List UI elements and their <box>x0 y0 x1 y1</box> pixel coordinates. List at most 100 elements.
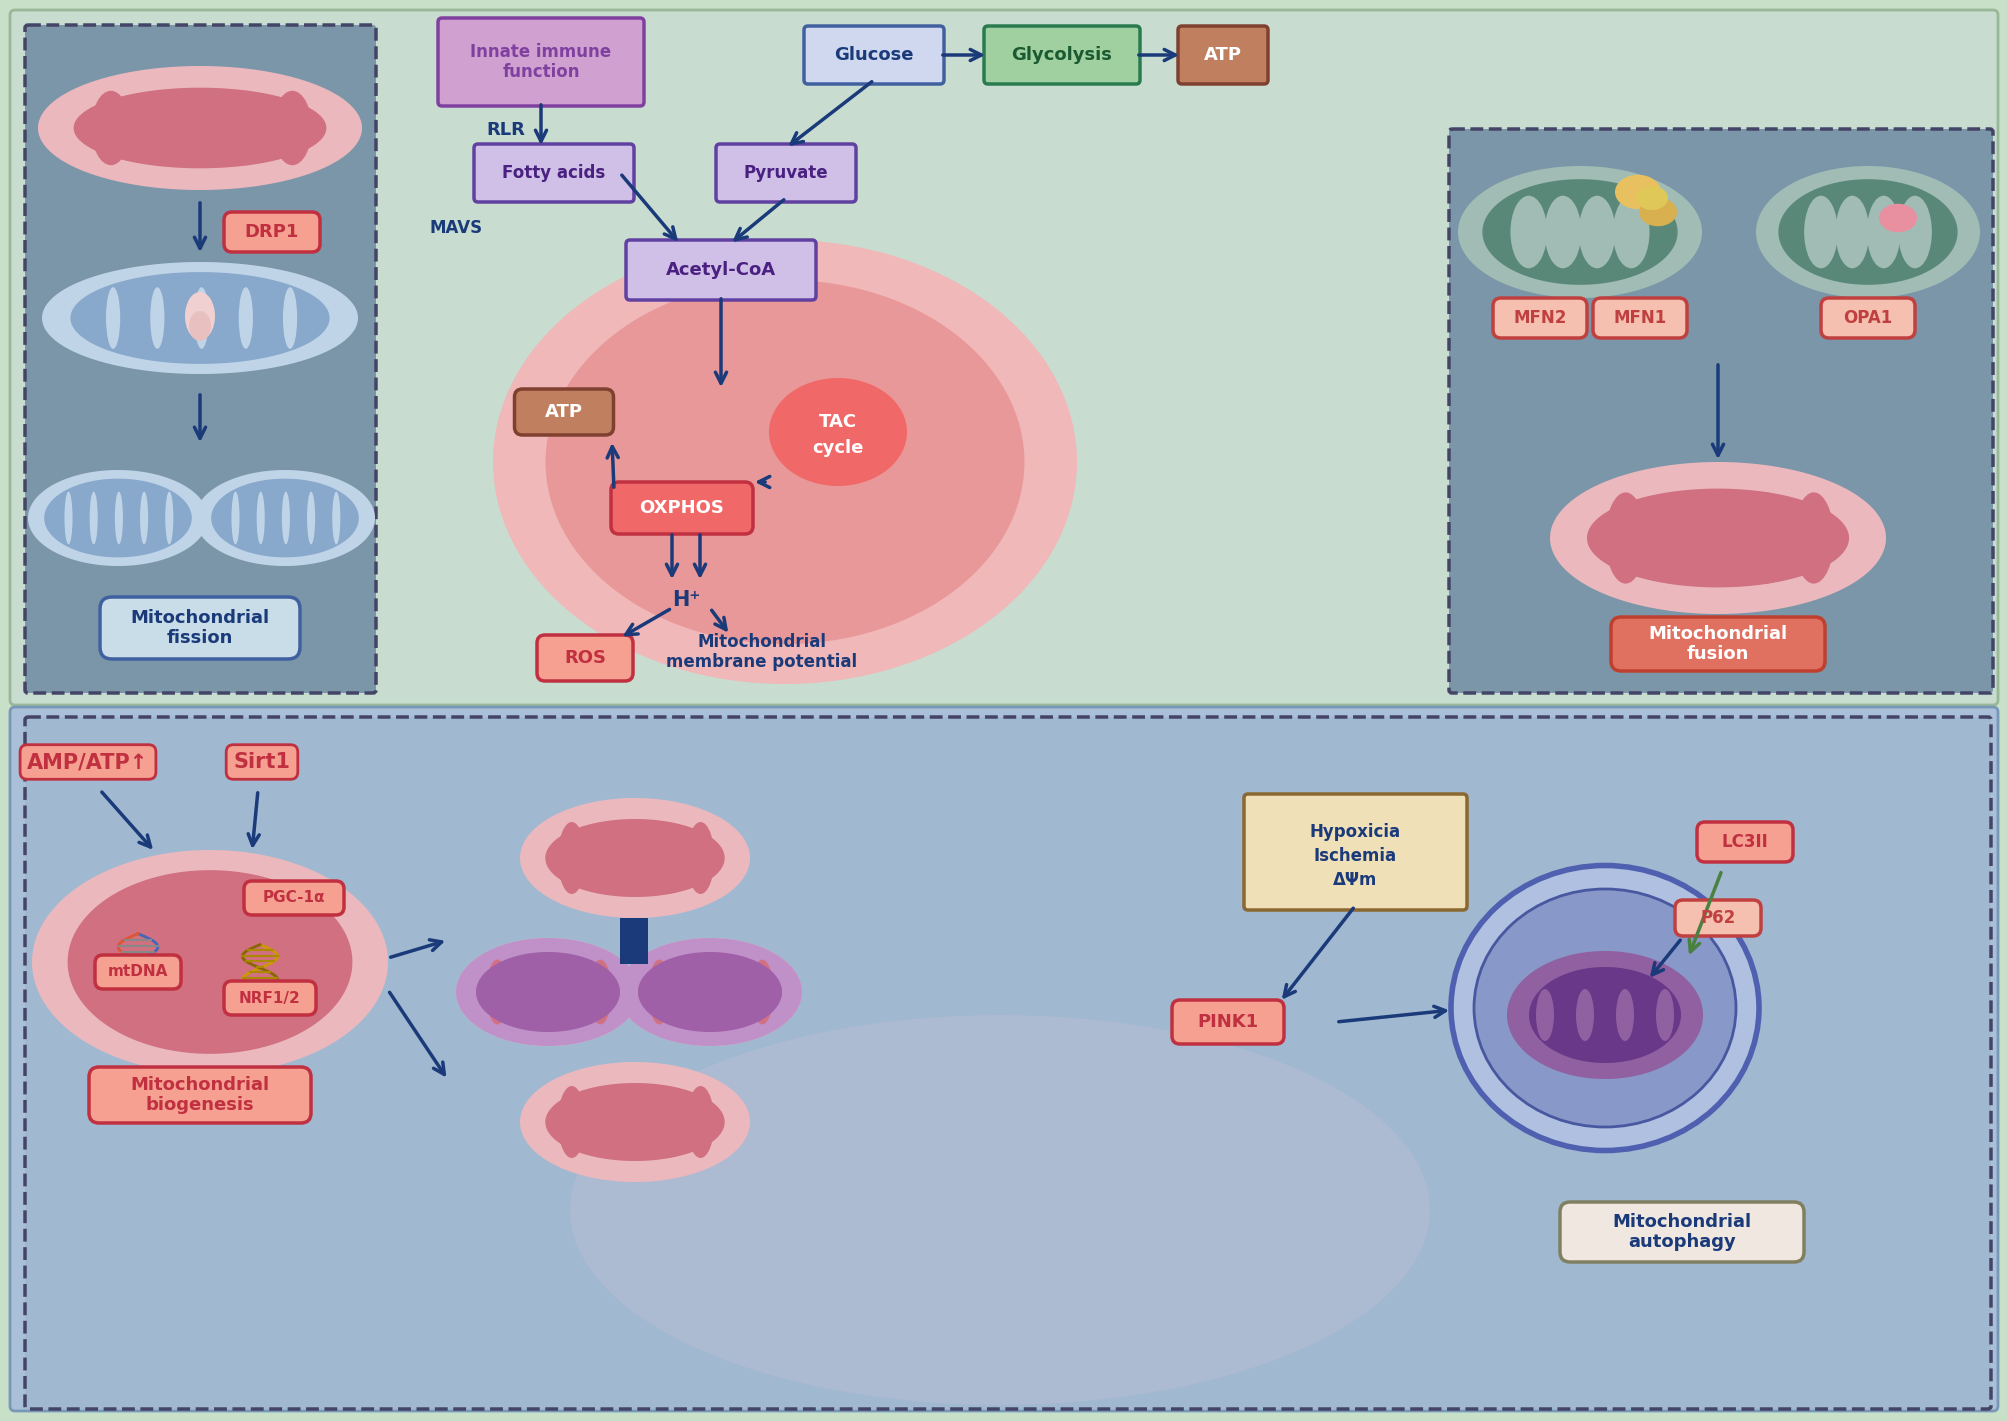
Ellipse shape <box>654 1086 682 1158</box>
Text: RLR: RLR <box>486 121 526 139</box>
Ellipse shape <box>1867 196 1899 269</box>
Ellipse shape <box>1543 196 1580 269</box>
Ellipse shape <box>140 492 149 544</box>
Ellipse shape <box>1451 865 1758 1151</box>
FancyBboxPatch shape <box>88 1067 311 1123</box>
FancyBboxPatch shape <box>225 212 319 252</box>
Polygon shape <box>638 956 781 1027</box>
Ellipse shape <box>590 821 618 894</box>
Polygon shape <box>211 479 359 557</box>
FancyBboxPatch shape <box>1592 298 1686 338</box>
Text: Ischemia: Ischemia <box>1313 847 1395 865</box>
FancyBboxPatch shape <box>225 980 315 1015</box>
Ellipse shape <box>1578 196 1614 269</box>
Ellipse shape <box>590 959 612 1025</box>
Ellipse shape <box>725 959 747 1025</box>
Text: Mitochondrial
membrane potential: Mitochondrial membrane potential <box>666 632 857 671</box>
Polygon shape <box>570 1015 1429 1405</box>
Ellipse shape <box>594 431 624 553</box>
Ellipse shape <box>1792 493 1832 584</box>
FancyBboxPatch shape <box>10 10 1997 705</box>
Polygon shape <box>1778 179 1957 284</box>
FancyBboxPatch shape <box>514 389 614 435</box>
Ellipse shape <box>114 492 122 544</box>
Polygon shape <box>1481 179 1676 284</box>
Ellipse shape <box>195 287 209 348</box>
Text: DRP1: DRP1 <box>245 223 299 242</box>
FancyBboxPatch shape <box>245 881 343 915</box>
Ellipse shape <box>136 91 177 165</box>
FancyBboxPatch shape <box>1559 1202 1802 1262</box>
Text: NRF1/2: NRF1/2 <box>239 990 301 1006</box>
FancyBboxPatch shape <box>474 144 634 202</box>
Polygon shape <box>618 938 801 1046</box>
Text: ROS: ROS <box>564 649 606 666</box>
Ellipse shape <box>622 821 650 894</box>
Ellipse shape <box>227 91 267 165</box>
Ellipse shape <box>664 431 694 553</box>
Polygon shape <box>1507 951 1702 1079</box>
Polygon shape <box>618 938 801 1046</box>
Ellipse shape <box>1636 186 1668 210</box>
Text: OPA1: OPA1 <box>1842 308 1893 327</box>
Polygon shape <box>74 88 327 168</box>
Ellipse shape <box>486 959 508 1025</box>
Text: ATP: ATP <box>544 404 582 421</box>
Text: mtDNA: mtDNA <box>108 965 169 979</box>
Text: Acetyl-CoA: Acetyl-CoA <box>666 261 775 279</box>
Ellipse shape <box>1897 196 1931 269</box>
Text: Sirt1: Sirt1 <box>233 752 291 772</box>
Text: OXPHOS: OXPHOS <box>640 499 725 517</box>
Ellipse shape <box>1638 198 1676 226</box>
Ellipse shape <box>512 959 534 1025</box>
Polygon shape <box>1527 968 1680 1063</box>
FancyBboxPatch shape <box>1820 298 1915 338</box>
Ellipse shape <box>805 431 835 553</box>
Text: H⁺: H⁺ <box>672 590 700 610</box>
Polygon shape <box>520 799 751 918</box>
Ellipse shape <box>165 492 173 544</box>
Ellipse shape <box>1879 203 1917 232</box>
Ellipse shape <box>239 287 253 348</box>
FancyBboxPatch shape <box>1178 26 1266 84</box>
Ellipse shape <box>538 959 560 1025</box>
Ellipse shape <box>283 287 297 348</box>
Text: Mitochondrial
fusion: Mitochondrial fusion <box>1648 625 1786 664</box>
Ellipse shape <box>64 492 72 544</box>
Text: Mitochondrial
fission: Mitochondrial fission <box>130 608 269 648</box>
FancyBboxPatch shape <box>438 18 644 107</box>
Polygon shape <box>638 952 781 1032</box>
Ellipse shape <box>1509 196 1545 269</box>
Ellipse shape <box>1802 196 1836 269</box>
Text: cycle: cycle <box>813 439 863 458</box>
Polygon shape <box>1457 166 1702 298</box>
Ellipse shape <box>769 378 907 486</box>
Text: Pyruvate: Pyruvate <box>743 163 829 182</box>
Ellipse shape <box>331 492 339 544</box>
Ellipse shape <box>1698 493 1738 584</box>
Polygon shape <box>68 870 351 1054</box>
Ellipse shape <box>700 959 723 1025</box>
Ellipse shape <box>875 431 905 553</box>
FancyBboxPatch shape <box>626 240 815 300</box>
FancyBboxPatch shape <box>610 482 753 534</box>
FancyBboxPatch shape <box>94 955 181 989</box>
FancyBboxPatch shape <box>24 718 1991 1410</box>
Polygon shape <box>44 479 193 557</box>
Polygon shape <box>456 938 640 1046</box>
Text: P62: P62 <box>1700 909 1734 926</box>
Polygon shape <box>1549 462 1885 614</box>
Ellipse shape <box>273 91 311 165</box>
Ellipse shape <box>106 287 120 348</box>
Ellipse shape <box>231 492 239 544</box>
Ellipse shape <box>281 492 289 544</box>
FancyBboxPatch shape <box>100 597 299 659</box>
Ellipse shape <box>1612 196 1648 269</box>
Text: TAC: TAC <box>819 414 857 431</box>
Text: PGC-1α: PGC-1α <box>263 891 325 905</box>
Text: Hypoxicia: Hypoxicia <box>1309 823 1399 841</box>
Text: LC3II: LC3II <box>1720 833 1768 851</box>
Polygon shape <box>42 261 357 374</box>
Ellipse shape <box>735 431 765 553</box>
Polygon shape <box>38 65 361 190</box>
